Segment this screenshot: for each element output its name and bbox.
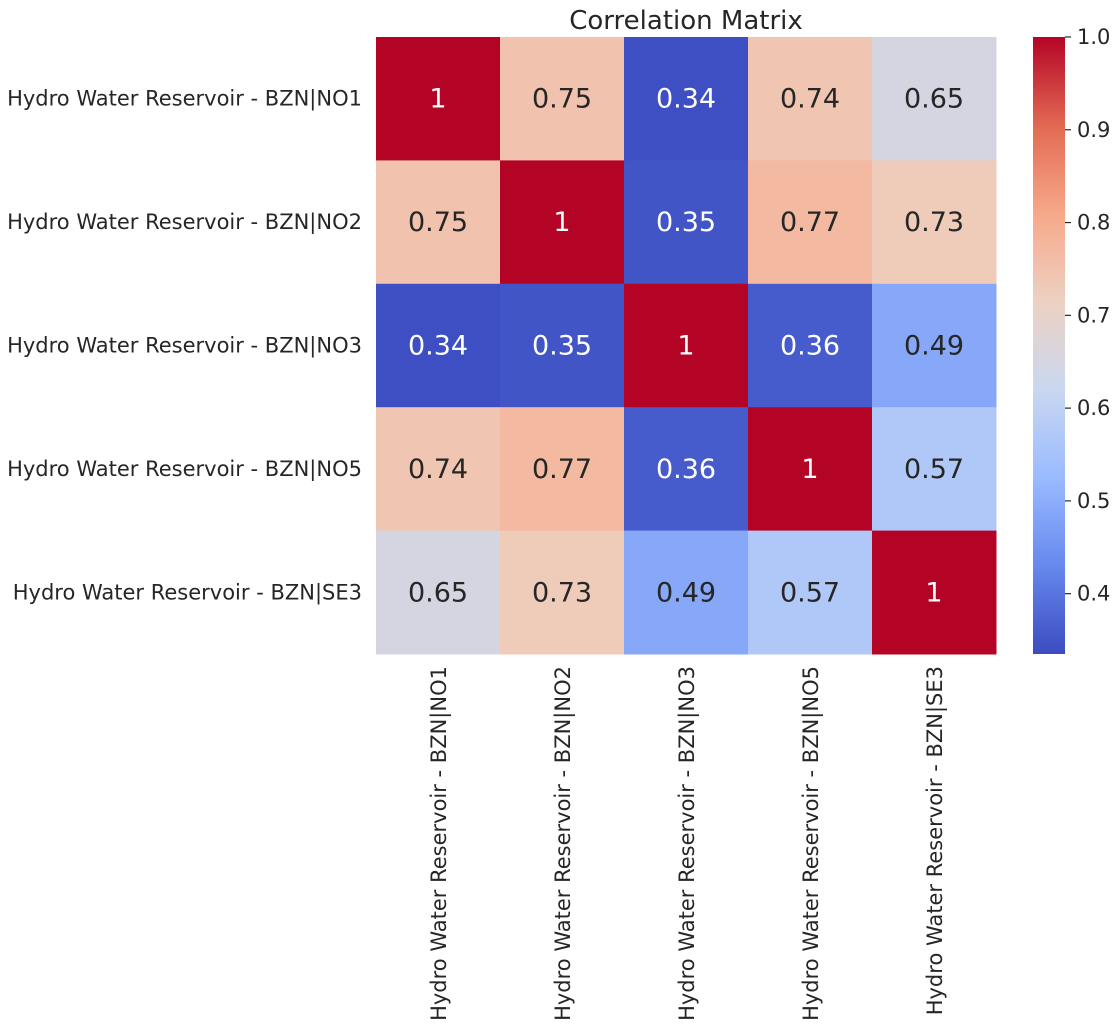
colorbar-tick-label: 0.9 bbox=[1077, 118, 1110, 142]
heatmap-cell bbox=[500, 407, 625, 532]
chart-title: Correlation Matrix bbox=[569, 6, 803, 36]
cell-value-label: 0.57 bbox=[780, 577, 840, 608]
column-tick-label: Hydro Water Reservoir - BZN|NO2 bbox=[551, 666, 576, 1021]
heatmap-cell bbox=[872, 407, 997, 532]
colorbar-tick-label: 0.7 bbox=[1077, 303, 1110, 327]
colorbar bbox=[1033, 37, 1065, 654]
cell-value-label: 0.75 bbox=[532, 84, 592, 115]
heatmap-cell bbox=[624, 160, 749, 285]
row-tick-label: Hydro Water Reservoir - BZN|SE3 bbox=[13, 580, 362, 605]
colorbar-gradient bbox=[1033, 37, 1065, 654]
cell-value-label: 1 bbox=[925, 577, 942, 608]
heatmap-cell bbox=[376, 160, 501, 285]
row-tick-label: Hydro Water Reservoir - BZN|NO1 bbox=[7, 87, 362, 112]
cell-value-label: 0.74 bbox=[780, 84, 840, 115]
heatmap-cell bbox=[376, 530, 501, 655]
heatmap-cell bbox=[872, 160, 997, 285]
cell-value-label: 0.36 bbox=[780, 331, 840, 362]
cell-value-label: 0.75 bbox=[408, 207, 468, 238]
cell-value-label: 0.49 bbox=[904, 331, 964, 362]
colorbar-tick-label: 1.0 bbox=[1077, 25, 1110, 49]
cell-value-label: 0.74 bbox=[408, 454, 468, 485]
heatmap-cell bbox=[872, 283, 997, 408]
heatmap-cell bbox=[376, 407, 501, 532]
cell-value-label: 0.35 bbox=[532, 331, 592, 362]
heatmap-cell bbox=[624, 407, 749, 532]
row-tick-label: Hydro Water Reservoir - BZN|NO5 bbox=[7, 457, 362, 482]
colorbar-tick-label: 0.6 bbox=[1077, 396, 1110, 420]
cell-value-label: 0.73 bbox=[532, 577, 592, 608]
cell-value-label: 0.77 bbox=[532, 454, 592, 485]
column-tick-label: Hydro Water Reservoir - BZN|SE3 bbox=[923, 666, 948, 1015]
cell-value-label: 0.35 bbox=[656, 207, 716, 238]
heatmap-cell bbox=[500, 37, 625, 161]
heatmap-cell bbox=[748, 160, 873, 285]
column-tick-label: Hydro Water Reservoir - BZN|NO5 bbox=[799, 666, 824, 1021]
cell-value-label: 0.57 bbox=[904, 454, 964, 485]
heatmap-cell bbox=[500, 160, 625, 285]
heatmap-cell bbox=[748, 407, 873, 532]
heatmap-cell bbox=[872, 37, 997, 161]
colorbar-tick-label: 0.8 bbox=[1077, 211, 1110, 235]
heatmap-cell bbox=[376, 283, 501, 408]
heatmap-cell bbox=[624, 530, 749, 655]
cell-value-label: 0.65 bbox=[904, 84, 964, 115]
cell-value-label: 0.65 bbox=[408, 577, 468, 608]
cell-value-label: 0.73 bbox=[904, 207, 964, 238]
cell-value-label: 0.34 bbox=[656, 84, 716, 115]
cell-value-label: 1 bbox=[677, 331, 694, 362]
heatmap-cell bbox=[624, 283, 749, 408]
heatmap-cell bbox=[748, 283, 873, 408]
heatmap-cell bbox=[748, 530, 873, 655]
row-tick-labels: Hydro Water Reservoir - BZN|NO1 Hydro Wat… bbox=[7, 87, 362, 606]
colorbar-tick-label: 0.5 bbox=[1077, 489, 1110, 513]
cell-value-label: 0.34 bbox=[408, 331, 468, 362]
heatmap-cell bbox=[748, 37, 873, 161]
heatmap-cell bbox=[872, 530, 997, 655]
cell-value-label: 1 bbox=[553, 207, 570, 238]
heatmap-cell bbox=[624, 37, 749, 161]
heatmap-cell bbox=[500, 530, 625, 655]
column-tick-label: Hydro Water Reservoir - BZN|NO1 bbox=[427, 666, 452, 1021]
heatmap-cell bbox=[500, 283, 625, 408]
heatmap-cells: 1 0.75 0.34 0.74 0.65 0.75 1 0.35 0.77 0.73 0.34 0.… bbox=[376, 37, 997, 655]
row-tick-label: Hydro Water Reservoir - BZN|NO2 bbox=[7, 210, 362, 235]
cell-value-label: 0.49 bbox=[656, 577, 716, 608]
cell-value-label: 1 bbox=[429, 84, 446, 115]
row-tick-label: Hydro Water Reservoir - BZN|NO3 bbox=[7, 334, 362, 359]
column-tick-labels: Hydro Water Reservoir - BZN|NO1 Hydro Wat… bbox=[427, 666, 948, 1021]
colorbar-tick-labels: 0.4 0.5 0.6 0.7 0.8 0.9 1.0 bbox=[1065, 25, 1110, 606]
colorbar-tick-label: 0.4 bbox=[1077, 582, 1110, 606]
heatmap-cell bbox=[376, 37, 501, 161]
cell-value-label: 1 bbox=[801, 454, 818, 485]
cell-value-label: 0.77 bbox=[780, 207, 840, 238]
column-tick-label: Hydro Water Reservoir - BZN|NO3 bbox=[675, 666, 700, 1021]
cell-value-label: 0.36 bbox=[656, 454, 716, 485]
